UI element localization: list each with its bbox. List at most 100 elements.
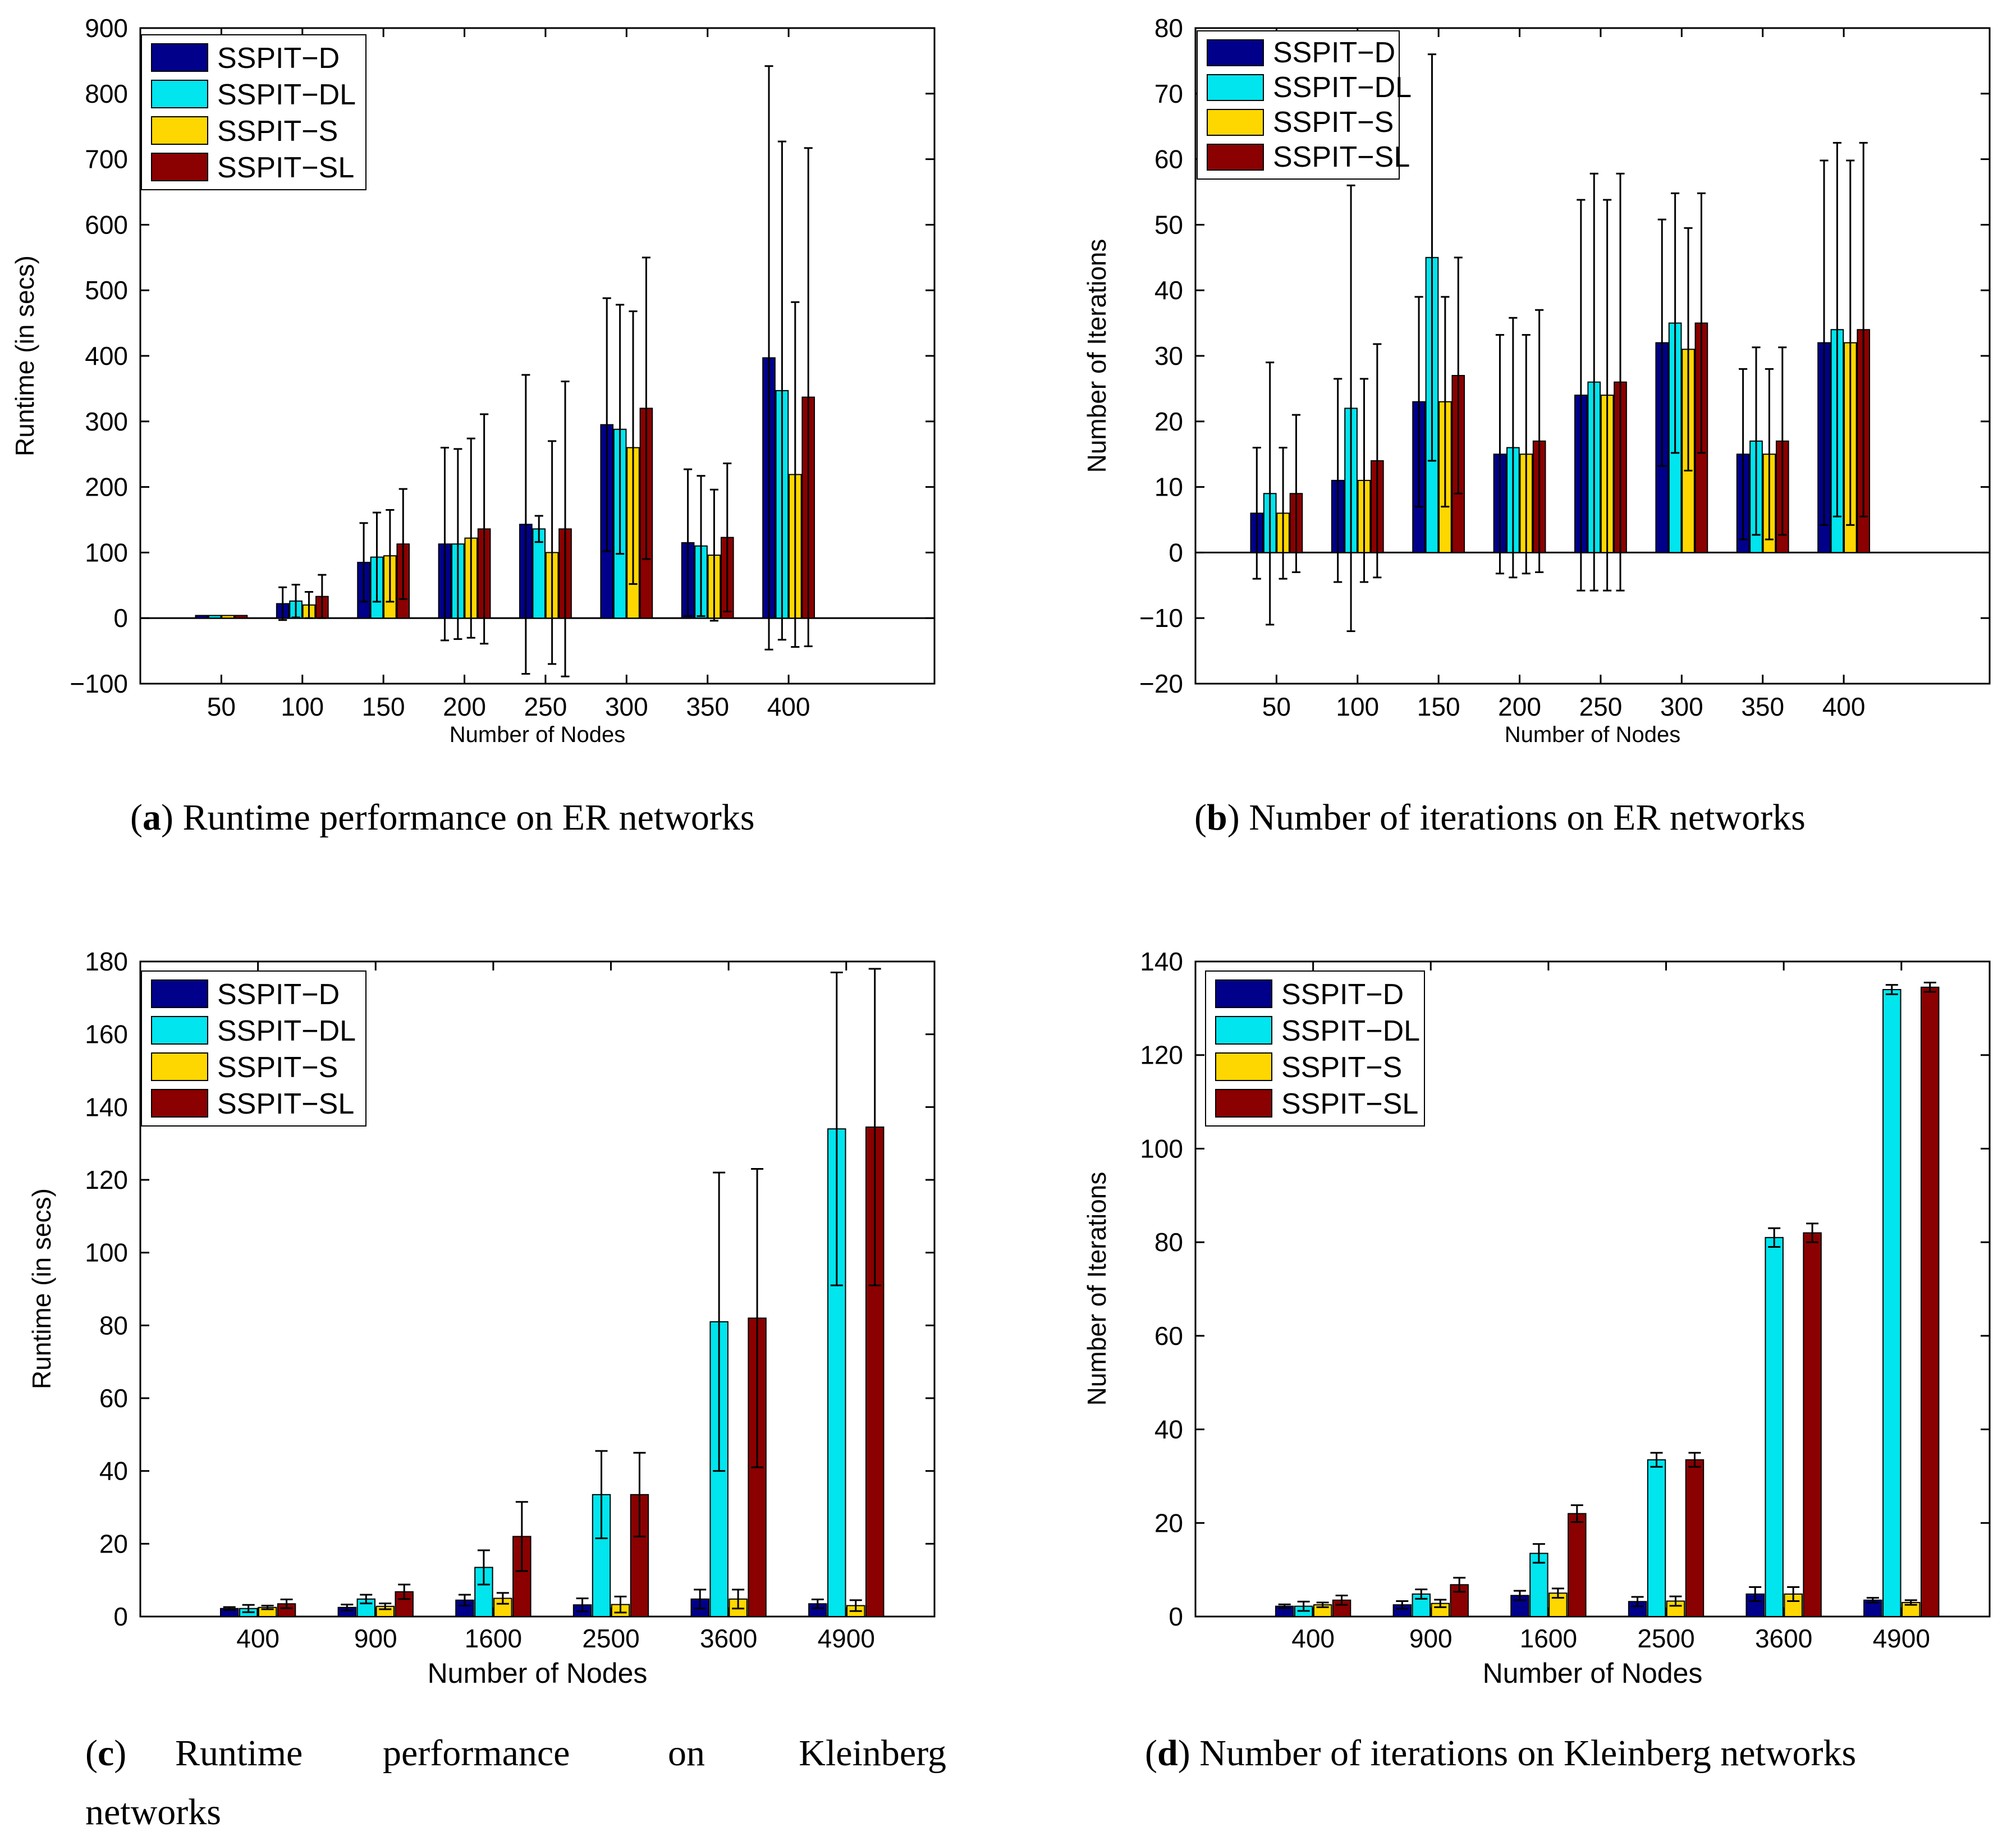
ylabel-d: Number of Iterations bbox=[1082, 1172, 1111, 1406]
legend-label-c-2: SSPIT−S bbox=[217, 1051, 338, 1084]
ytick-label-c-6: 120 bbox=[85, 1165, 128, 1194]
legend-swatch-a-3 bbox=[151, 153, 208, 181]
legend-swatch-a-2 bbox=[151, 116, 208, 145]
ytick-label-c-4: 80 bbox=[99, 1311, 128, 1340]
xtick-label-d-0: 400 bbox=[1291, 1624, 1335, 1653]
xtick-label-c-1: 900 bbox=[354, 1624, 397, 1653]
bar-a-s3-0 bbox=[234, 615, 248, 619]
legend-label-a-3: SSPIT−SL bbox=[217, 152, 354, 184]
ytick-label-a-2: 100 bbox=[85, 538, 128, 567]
caption-c-word-4: Kleinberg bbox=[799, 1733, 946, 1774]
bar-d-s1-3 bbox=[1647, 1459, 1666, 1618]
xtick-label-b-0: 50 bbox=[1262, 692, 1291, 721]
chart-b: −20 −10 0 10 20 30 40 50 60 70 80 50 100 150 200 250 300… bbox=[1082, 13, 1991, 747]
xtick-label-a-2: 150 bbox=[362, 692, 405, 721]
xtick-label-c-0: 400 bbox=[236, 1624, 280, 1653]
xtick-label-d-4: 3600 bbox=[1755, 1624, 1812, 1653]
xtick-label-c-5: 4900 bbox=[818, 1624, 875, 1653]
ytick-label-b-2: 0 bbox=[1169, 538, 1183, 567]
xtick-label-b-2: 150 bbox=[1417, 692, 1460, 721]
ytick-label-b-3: 10 bbox=[1154, 473, 1183, 502]
caption-c-word-1: Runtime bbox=[175, 1733, 303, 1774]
ylabel-c: Runtime (in secs) bbox=[27, 1188, 56, 1389]
ytick-label-d-5: 100 bbox=[1140, 1134, 1183, 1163]
legend-label-c-3: SSPIT−SL bbox=[217, 1088, 354, 1120]
legend-swatch-a-0 bbox=[151, 43, 208, 72]
ytick-label-d-7: 140 bbox=[1140, 947, 1183, 976]
bar-d-s3-4 bbox=[1803, 1232, 1822, 1617]
xtick-label-b-7: 400 bbox=[1822, 692, 1866, 721]
xtick-label-a-3: 200 bbox=[443, 692, 486, 721]
legend-swatch-d-1 bbox=[1215, 1016, 1272, 1045]
legend-swatch-d-3 bbox=[1215, 1089, 1272, 1118]
legend-label-d-3: SSPIT−SL bbox=[1281, 1088, 1418, 1120]
xtick-label-b-3: 200 bbox=[1498, 692, 1541, 721]
bar-d-s1-2 bbox=[1529, 1553, 1548, 1617]
xtick-label-c-4: 3600 bbox=[700, 1624, 757, 1653]
chart-c: 0 20 40 60 80 100 120 140 160 180 400 900 1600 2500 36… bbox=[27, 947, 936, 1689]
legend-swatch-b-0 bbox=[1207, 39, 1264, 66]
legend-swatch-c-3 bbox=[151, 1089, 208, 1118]
xlabel-d: Number of Nodes bbox=[1483, 1658, 1703, 1689]
caption-c-word-3: on bbox=[668, 1733, 705, 1774]
caption-a: (a) Runtime performance on ER networks bbox=[130, 797, 755, 838]
ytick-label-b-5: 30 bbox=[1154, 341, 1183, 370]
chart-a: −100 0 100 200 300 400 500 600 700 800 900 50 100 150… bbox=[10, 13, 936, 747]
xlabel-c: Number of Nodes bbox=[428, 1658, 648, 1689]
legend-label-a-1: SSPIT−DL bbox=[217, 79, 356, 111]
ytick-label-c-9: 180 bbox=[85, 947, 128, 976]
ytick-label-b-6: 40 bbox=[1154, 276, 1183, 305]
caption-a-letter: a bbox=[143, 797, 161, 838]
caption-a-text: Runtime performance on ER networks bbox=[182, 797, 754, 838]
ytick-label-c-5: 100 bbox=[85, 1238, 128, 1267]
xtick-label-c-2: 1600 bbox=[465, 1624, 522, 1653]
xlabel-a: Number of Nodes bbox=[450, 722, 625, 747]
xtick-label-a-6: 350 bbox=[686, 692, 729, 721]
ytick-label-d-2: 40 bbox=[1154, 1415, 1183, 1444]
caption-d: (d) Number of iterations on Kleinberg ne… bbox=[1145, 1733, 1856, 1774]
xtick-label-d-2: 1600 bbox=[1520, 1624, 1577, 1653]
xtick-label-a-7: 400 bbox=[767, 692, 810, 721]
legend-label-b-3: SSPIT−SL bbox=[1273, 141, 1410, 173]
caption-c-line2: networks bbox=[85, 1792, 221, 1833]
legend-label-d-1: SSPIT−DL bbox=[1281, 1015, 1420, 1047]
bar-a-s2-0 bbox=[221, 615, 235, 619]
xtick-label-a-5: 300 bbox=[605, 692, 648, 721]
legend-label-c-1: SSPIT−DL bbox=[217, 1015, 356, 1047]
legend-label-c-0: SSPIT−D bbox=[217, 978, 340, 1011]
legend-swatch-b-2 bbox=[1207, 109, 1264, 136]
legend-label-b-2: SSPIT−S bbox=[1273, 106, 1394, 139]
legend-swatch-c-1 bbox=[151, 1016, 208, 1045]
legend-swatch-b-1 bbox=[1207, 74, 1264, 101]
legend-label-d-2: SSPIT−S bbox=[1281, 1051, 1402, 1084]
bar-a-s1-0 bbox=[208, 615, 222, 619]
legend-swatch-d-2 bbox=[1215, 1052, 1272, 1081]
ytick-label-b-0: −20 bbox=[1139, 669, 1183, 698]
ytick-label-d-1: 20 bbox=[1154, 1508, 1183, 1537]
bar-a-s0-0 bbox=[195, 615, 209, 619]
xtick-label-d-1: 900 bbox=[1409, 1624, 1453, 1653]
chart-d: 0 20 40 60 80 100 120 140 400 900 1600 2500 3600 4900… bbox=[1082, 947, 1991, 1689]
caption-c-letter: c bbox=[98, 1733, 114, 1774]
caption-b-text: Number of iterations on ER networks bbox=[1249, 797, 1806, 838]
ytick-label-a-1: 0 bbox=[113, 603, 128, 633]
ytick-label-b-1: −10 bbox=[1139, 603, 1183, 633]
caption-b: (b) Number of iterations on ER networks bbox=[1194, 797, 1806, 838]
xtick-label-a-0: 50 bbox=[207, 692, 236, 721]
ytick-label-b-10: 80 bbox=[1154, 13, 1183, 43]
ytick-label-a-9: 800 bbox=[85, 79, 128, 108]
ytick-label-a-4: 300 bbox=[85, 407, 128, 436]
ytick-label-a-0: −100 bbox=[70, 669, 128, 698]
ylabel-b: Number of Iterations bbox=[1082, 239, 1111, 473]
ytick-label-a-3: 200 bbox=[85, 473, 128, 502]
bar-d-s3-5 bbox=[1920, 986, 1940, 1617]
ytick-label-b-9: 70 bbox=[1154, 79, 1183, 108]
bar-d-s1-4 bbox=[1765, 1237, 1784, 1617]
ytick-label-c-8: 160 bbox=[85, 1020, 128, 1049]
xtick-label-b-6: 350 bbox=[1741, 692, 1784, 721]
ytick-label-d-6: 120 bbox=[1140, 1041, 1183, 1070]
ytick-label-d-4: 80 bbox=[1154, 1228, 1183, 1257]
ytick-label-c-1: 20 bbox=[99, 1529, 128, 1558]
ytick-label-c-7: 140 bbox=[85, 1092, 128, 1121]
xtick-label-c-3: 2500 bbox=[582, 1624, 639, 1653]
